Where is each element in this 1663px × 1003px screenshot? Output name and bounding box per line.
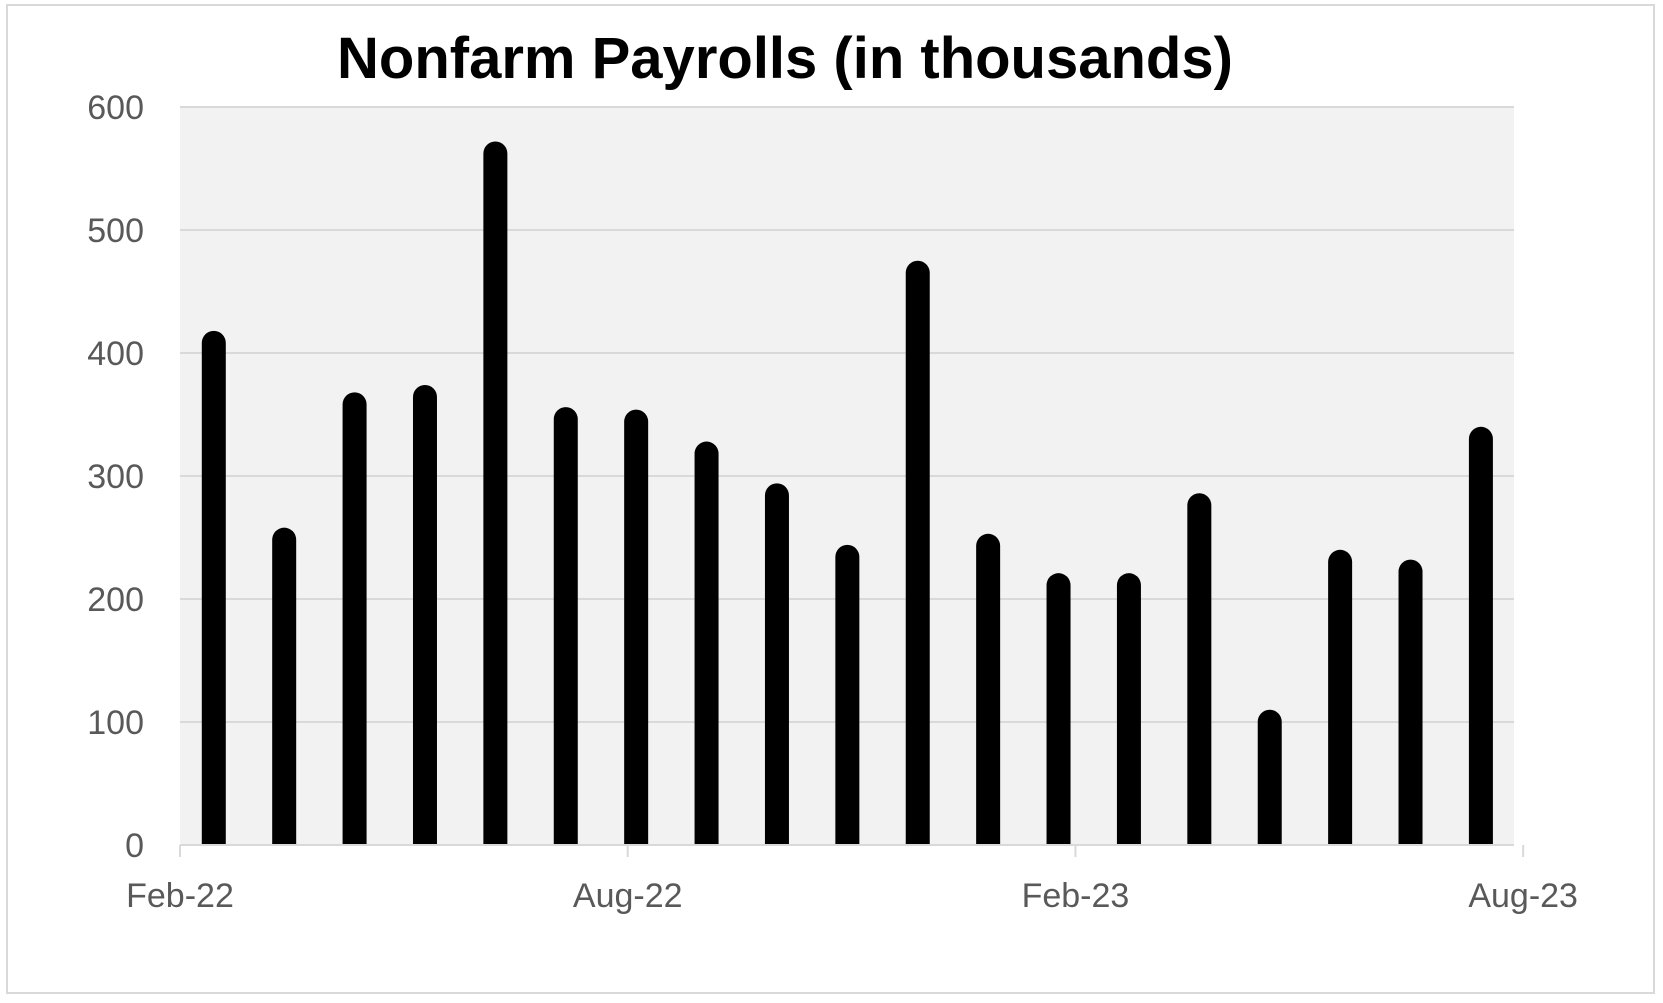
bar-jun-22 — [483, 141, 508, 845]
y-tick-label: 300 — [87, 458, 144, 496]
y-tick-label: 500 — [87, 212, 144, 250]
bar-jul-22 — [553, 407, 578, 845]
y-tick-label: 0 — [125, 827, 144, 865]
bar-nov-22 — [835, 544, 860, 845]
x-axis-tick-labels: Feb-22 Aug-22 Feb-23 Aug-23 — [126, 877, 1578, 915]
bar-aug-23 — [1468, 426, 1493, 845]
axes — [179, 844, 1525, 857]
bar-may-22 — [412, 384, 437, 845]
y-tick-label: 400 — [87, 335, 144, 373]
bar-mar-23 — [1116, 573, 1141, 845]
chart-container: 0 100 200 300 400 500 600 Feb-22 Aug-22 Feb-23 Au… — [6, 4, 1655, 994]
bar-may-23 — [1257, 709, 1282, 845]
bar-jun-23 — [1328, 549, 1353, 845]
bar-oct-22 — [764, 483, 789, 845]
y-tick-label: 600 — [87, 89, 144, 127]
x-tick-label: Aug-22 — [573, 877, 683, 915]
y-tick-label: 200 — [87, 581, 144, 619]
x-tick-label: Feb-22 — [126, 877, 234, 915]
bar-apr-22 — [342, 392, 367, 845]
bar-jan-23 — [976, 533, 1001, 845]
bar-apr-23 — [1187, 493, 1212, 845]
bar-aug-22 — [624, 409, 649, 845]
x-tick-label: Aug-23 — [1468, 877, 1578, 915]
chart-title: Nonfarm Payrolls (in thousands) — [337, 26, 1233, 91]
bar-dec-22 — [905, 260, 930, 845]
bar-series — [201, 141, 1493, 845]
y-tick-label: 100 — [87, 704, 144, 742]
bar-jul-23 — [1398, 559, 1423, 845]
y-axis-tick-labels: 0 100 200 300 400 500 600 — [87, 89, 144, 865]
bar-sep-22 — [694, 441, 719, 845]
bar-feb-22 — [201, 330, 226, 845]
nonfarm-payrolls-chart: 0 100 200 300 400 500 600 Feb-22 Aug-22 Feb-23 Au… — [87, 26, 1578, 915]
bar-mar-22 — [272, 527, 297, 845]
bar-feb-23 — [1046, 573, 1071, 845]
x-tick-label: Feb-23 — [1022, 877, 1130, 915]
